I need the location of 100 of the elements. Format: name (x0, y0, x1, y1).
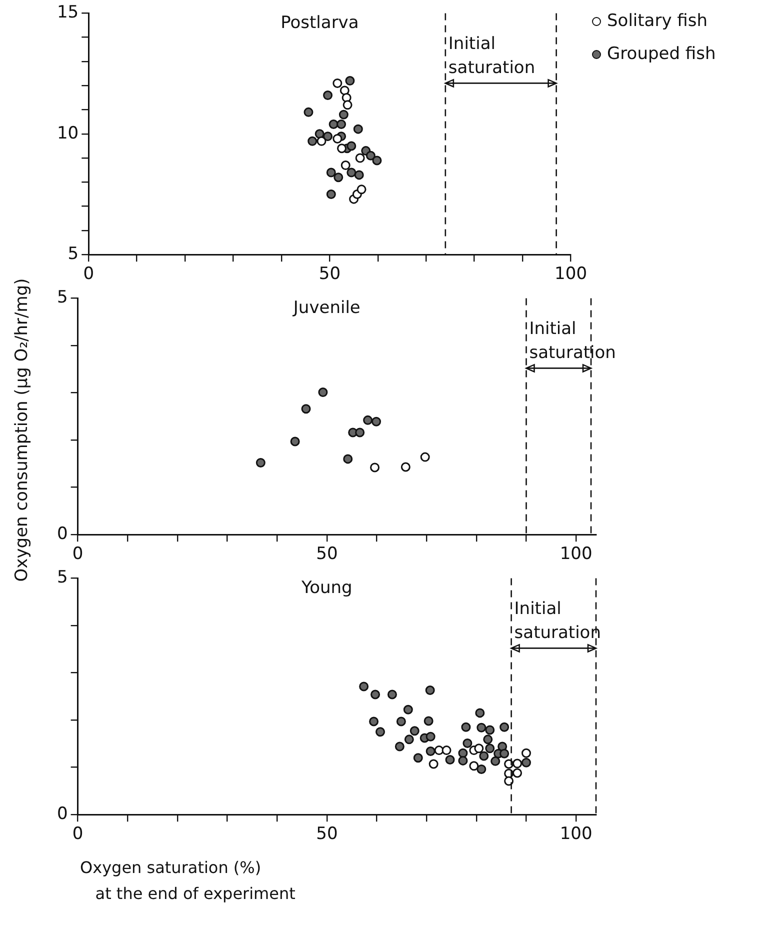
point (420, 452, 430, 462)
point (316, 136, 326, 146)
point (363, 415, 373, 425)
y-tick-label: 0 (56, 804, 68, 824)
point (334, 172, 344, 182)
point (504, 776, 514, 786)
point (425, 686, 435, 696)
legend-label: Grouped fish (607, 44, 716, 64)
point (424, 716, 434, 726)
y-axis-title: Oxygen consumption (μg O₂/hr/mg) (12, 278, 32, 582)
legend-label: Solitary fish (607, 11, 708, 31)
point (356, 184, 366, 194)
point (485, 725, 495, 735)
point (442, 746, 452, 756)
point (434, 746, 444, 756)
point (345, 76, 355, 86)
point (500, 722, 510, 732)
point (338, 110, 348, 120)
point (308, 136, 318, 146)
y-tick-label: 5 (56, 568, 68, 588)
point (372, 156, 382, 166)
point (328, 119, 338, 129)
point (340, 86, 350, 96)
point (340, 160, 350, 170)
point (355, 428, 365, 438)
point (370, 690, 380, 700)
x-axis-title: Oxygen saturation (%) at the end of experiment (80, 857, 296, 905)
point (337, 144, 347, 154)
point (521, 758, 531, 768)
point (403, 704, 413, 714)
point (387, 690, 397, 700)
point (343, 454, 353, 464)
point (354, 170, 364, 180)
point (318, 388, 328, 398)
point (461, 722, 471, 732)
point (469, 761, 479, 771)
point (428, 759, 438, 769)
x-tick-label: 100 (560, 824, 592, 844)
point (485, 744, 495, 754)
point (376, 727, 386, 737)
point (483, 734, 493, 744)
point (372, 416, 382, 426)
point (396, 716, 406, 726)
ref-line-label: Initial saturation (514, 599, 601, 644)
y-tick-label: 5 (56, 288, 68, 308)
point (476, 764, 486, 774)
point (476, 722, 486, 732)
point (462, 738, 472, 748)
point (458, 748, 468, 758)
x-tick-label: 100 (554, 264, 588, 284)
x-tick-label: 100 (560, 544, 592, 564)
point (458, 756, 468, 766)
point (326, 168, 336, 178)
y-tick-label: 10 (56, 123, 79, 144)
x-tick-label: 50 (316, 544, 338, 564)
point (355, 153, 365, 163)
point (500, 748, 510, 758)
x-tick-label: 0 (83, 264, 94, 284)
ref-line-label: Initial saturation (448, 34, 536, 78)
point (426, 746, 436, 756)
point (445, 755, 455, 765)
y-tick-label: 15 (56, 2, 79, 23)
point (301, 404, 311, 414)
point (336, 119, 346, 129)
point (370, 462, 380, 472)
point (404, 734, 414, 744)
point (366, 150, 376, 160)
point (394, 742, 404, 752)
point (346, 141, 356, 151)
point (490, 756, 500, 766)
point (426, 732, 436, 742)
point (475, 708, 485, 718)
point (474, 744, 484, 754)
point (326, 190, 336, 199)
chart-title: Young (300, 578, 352, 598)
point (304, 107, 314, 117)
point (512, 758, 522, 768)
x-tick-label: 50 (316, 824, 338, 844)
chart-title: Juvenile (292, 298, 360, 318)
y-tick-label: 5 (68, 244, 79, 264)
x-tick-label: 50 (318, 264, 341, 284)
point (353, 124, 363, 134)
point (342, 100, 352, 110)
point (346, 168, 356, 178)
point (332, 134, 342, 144)
ref-line-label: Initial saturation (529, 319, 616, 364)
point (359, 682, 369, 692)
y-tick-label: 0 (56, 524, 68, 544)
point (479, 751, 489, 761)
point (413, 753, 423, 763)
point (290, 436, 300, 446)
point (369, 716, 379, 726)
chart-title: Postlarva (280, 13, 359, 34)
point (410, 726, 420, 736)
point (323, 90, 333, 100)
point (512, 768, 522, 778)
point (400, 462, 410, 472)
point (256, 458, 266, 468)
point (332, 78, 342, 88)
point (323, 132, 333, 142)
